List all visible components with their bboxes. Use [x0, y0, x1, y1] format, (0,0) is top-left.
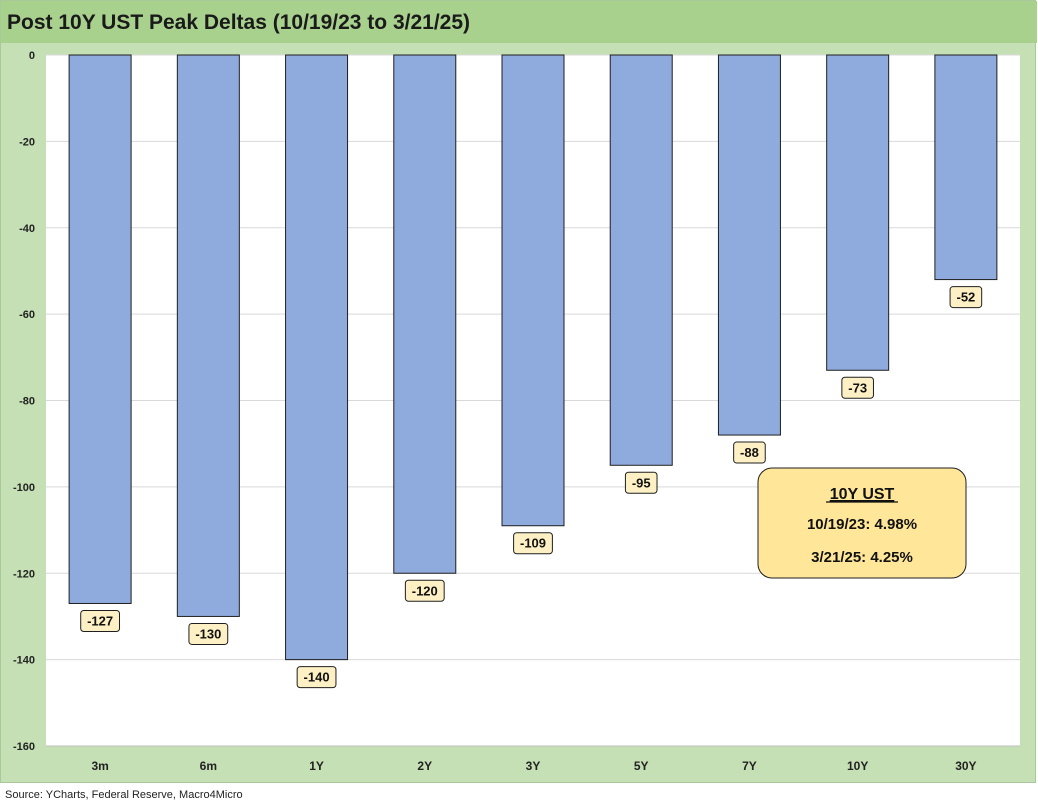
bar [609, 54, 673, 466]
data-label: -95 [632, 475, 651, 490]
data-label-box [404, 579, 445, 602]
x-tick-label: 3m [91, 759, 108, 773]
bar-chart: 0 -20 -40 -60 -80 -100 -120 -140 -160 3m 6m 1Y 2Y 3Y… [13, 50, 1020, 773]
bar [717, 54, 781, 436]
data-label-box [513, 532, 553, 555]
bar [176, 54, 240, 617]
annotation-line-1: 10/19/23: 4.98% [807, 516, 917, 533]
x-tick-label: 7Y [742, 759, 757, 773]
data-label-box [733, 441, 766, 464]
data-label-box [624, 471, 658, 494]
bar [826, 54, 890, 371]
annotation-box-bg [757, 467, 967, 579]
bars [68, 54, 998, 661]
data-label: -127 [87, 613, 113, 628]
bar [934, 54, 998, 281]
data-label-box [188, 622, 229, 645]
y-tick-label: -120 [13, 568, 35, 580]
y-tick-label: -40 [19, 223, 35, 235]
data-label: -120 [412, 583, 438, 598]
chart-title: Post 10Y UST Peak Deltas (10/19/23 to 3/… [7, 11, 471, 34]
bar [393, 54, 457, 574]
x-tick-label: 1Y [309, 759, 324, 773]
x-tick-label: 3Y [526, 759, 541, 773]
data-labels: -127 -130 -140 -120 -109 -95 -88 -73 -52 [80, 286, 983, 689]
bar [501, 54, 565, 527]
data-label: -52 [956, 290, 975, 305]
data-label: -140 [304, 670, 330, 685]
bar [68, 54, 132, 604]
annotation-box: 10Y UST 10/19/23: 4.98% 3/21/25: 4.25% [757, 467, 967, 579]
y-tick-label: -20 [19, 136, 35, 148]
annotation-line-2: 3/21/25: 4.25% [811, 549, 913, 566]
y-tick-label: -80 [19, 396, 35, 408]
y-tick-label: -100 [13, 482, 35, 494]
data-label-box [80, 609, 121, 632]
data-label-box [949, 286, 983, 309]
y-tick-label: 0 [29, 50, 35, 62]
data-label-box [841, 376, 874, 399]
x-tick-label: 6m [200, 759, 217, 773]
y-tick-label: -160 [13, 741, 35, 753]
bar [285, 54, 349, 661]
source-note: Source: YCharts, Federal Reserve, Macro4… [5, 789, 243, 801]
annotation-heading: 10Y UST [830, 486, 895, 503]
data-label: -130 [195, 626, 221, 641]
title-band: Post 10Y UST Peak Deltas (10/19/23 to 3/… [1, 1, 1037, 43]
x-axis: 3m 6m 1Y 2Y 3Y 5Y 7Y 10Y 30Y [91, 759, 976, 773]
y-tick-label: -140 [13, 655, 35, 667]
x-tick-label: 5Y [634, 759, 649, 773]
x-tick-label: 30Y [955, 759, 976, 773]
x-tick-label: 2Y [417, 759, 432, 773]
data-label: -109 [520, 536, 546, 551]
y-tick-label: -60 [19, 309, 35, 321]
data-label-box [296, 666, 337, 689]
data-label: -88 [740, 445, 759, 460]
data-label: -73 [848, 380, 867, 395]
y-axis: 0 -20 -40 -60 -80 -100 -120 -140 -160 [13, 50, 35, 753]
x-tick-label: 10Y [847, 759, 868, 773]
